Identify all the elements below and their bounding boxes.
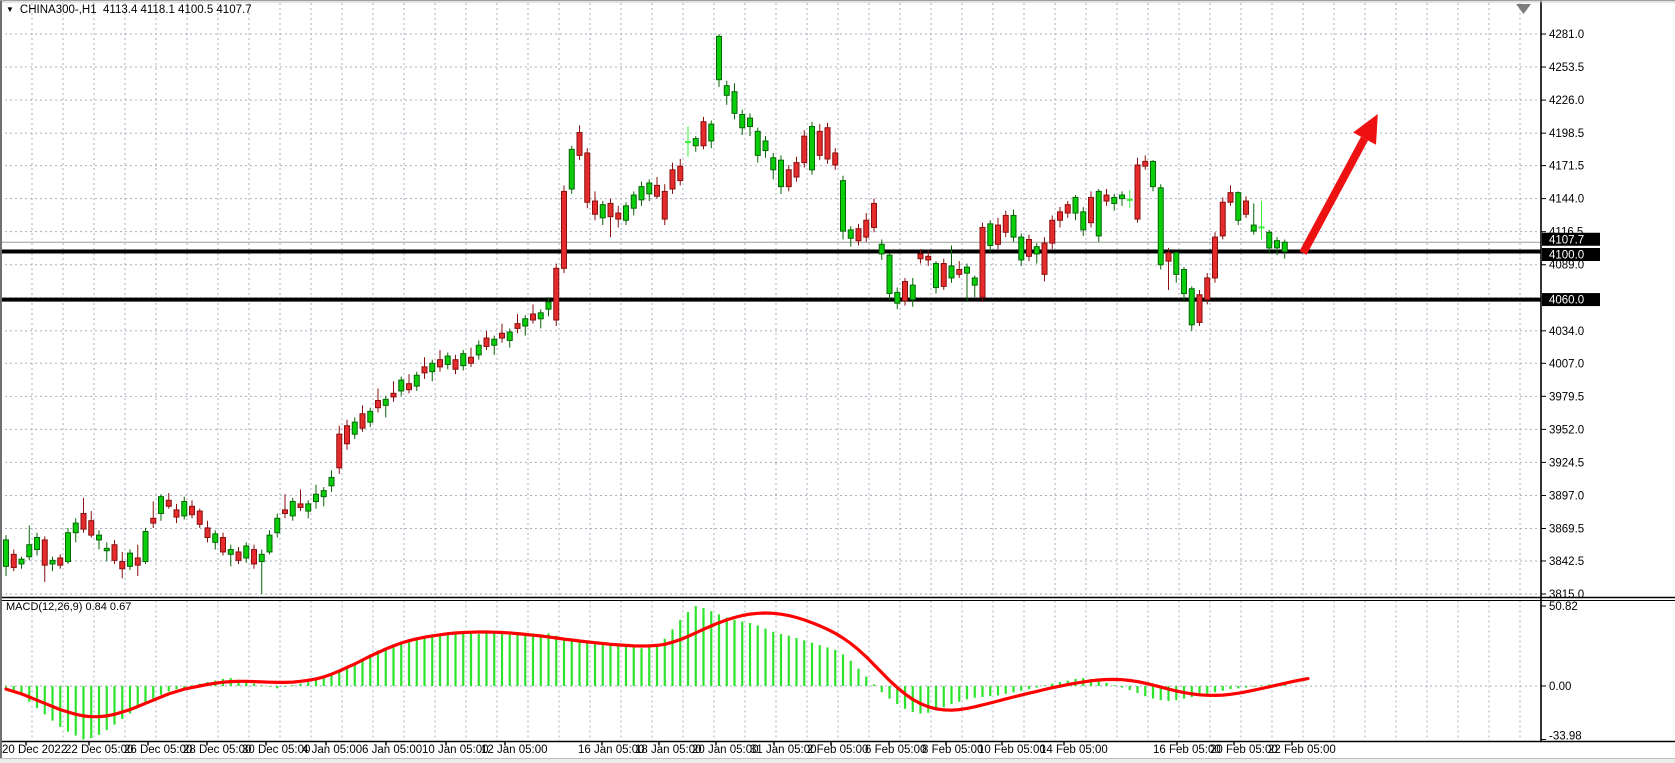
time-axis-label: 22 Dec 05:00 (65, 744, 133, 756)
chart-shift-marker-icon[interactable] (1516, 4, 1531, 14)
time-axis-label: 10 Feb 05:00 (978, 744, 1046, 756)
price-axis-label: 4007.0 (1549, 358, 1584, 370)
time-axis-label: 4 Jan 05:00 (302, 744, 362, 756)
symbol-period-label: CHINA300-,H1 (19, 4, 97, 16)
price-marker-label: 4107.7 (1549, 234, 1584, 246)
price-axis-label: 3842.5 (1549, 556, 1584, 568)
time-axis-label: 28 Dec 05:00 (183, 744, 251, 756)
vertical-gridlines (31, 3, 1521, 742)
ohlc-readout: 4113.4 4118.1 4100.5 4107.7 (103, 4, 252, 16)
price-axis-label: 3869.5 (1549, 524, 1584, 536)
price-marker-box (1542, 248, 1600, 262)
price-axis-label: 4253.5 (1549, 62, 1584, 74)
time-axis-label: 16 Feb 05:00 (1153, 744, 1221, 756)
price-axis-label: 4281.0 (1549, 29, 1584, 41)
time-axis-label: 12 Jan 05:00 (481, 744, 548, 756)
price-axis-label: 4144.0 (1549, 194, 1584, 206)
macd-axis-label: -33.98 (1549, 731, 1582, 743)
price-axis-label: 4034.0 (1549, 326, 1584, 338)
symbol-dropdown-icon[interactable]: ▼ (6, 5, 14, 14)
candles-series[interactable] (3, 34, 1288, 594)
macd-axis[interactable]: 50.82 0.00 -33.98 (1541, 601, 1582, 743)
time-axis-label: 20 Feb 05:00 (1210, 744, 1278, 756)
macd-signal-line (4, 611, 1310, 719)
price-marker-label: 4100.0 (1549, 250, 1584, 262)
price-axis-label: 3952.0 (1549, 424, 1584, 436)
time-axis-label: 2 Feb 05:00 (807, 744, 868, 756)
horizontal-gridlines (0, 33, 1541, 595)
time-axis-label: 6 Jan 05:00 (362, 744, 422, 756)
trend-arrow[interactable] (1299, 114, 1378, 255)
price-axis-label: 4089.0 (1549, 260, 1584, 272)
time-axis-label: 16 Jan 05:00 (578, 744, 645, 756)
time-axis-label: 26 Dec 05:00 (124, 744, 192, 756)
macd-indicator-label: MACD(12,26,9) 0.84 0.67 (6, 601, 132, 613)
time-axis-label: 31 Jan 05:00 (750, 744, 817, 756)
price-axis-label: 3897.0 (1549, 490, 1584, 502)
time-axis-label: 18 Jan 05:00 (635, 744, 702, 756)
price-marker-label: 4060.0 (1549, 295, 1584, 307)
chart-title: ▼ CHINA300-,H1 4113.4 4118.1 4100.5 4107.… (6, 4, 252, 16)
time-axis-label: 14 Feb 05:00 (1040, 744, 1108, 756)
time-axis-label: 22 Feb 05:00 (1268, 744, 1336, 756)
time-axis-label: 8 Feb 05:00 (922, 744, 983, 756)
window-bottom-border (0, 758, 1675, 763)
price-axis-label: 3815.0 (1549, 589, 1584, 601)
macd-axis-label: 50.82 (1549, 601, 1578, 613)
price-axis-label: 3979.5 (1549, 391, 1584, 403)
price-axis-label: 3924.5 (1549, 457, 1584, 469)
price-axis-label: 4171.5 (1549, 161, 1584, 173)
time-axis-label: 20 Jan 05:00 (692, 744, 759, 756)
price-marker-box (1542, 232, 1600, 246)
time-axis-label: 10 Jan 05:00 (422, 744, 489, 756)
time-axis-label: 30 Dec 05:00 (242, 744, 310, 756)
time-axis-label: 6 Feb 05:00 (865, 744, 926, 756)
time-axis-label: 20 Dec 2022 (2, 744, 67, 756)
price-axis-label: 4226.0 (1549, 95, 1584, 107)
price-axis-label: 4198.5 (1549, 128, 1584, 140)
macd-axis-label: 0.00 (1549, 681, 1571, 693)
price-marker-box (1542, 293, 1600, 307)
price-axis[interactable]: 4281.04253.54226.04198.54171.54144.04116… (1541, 29, 1600, 601)
window-left-border (0, 1, 2, 763)
